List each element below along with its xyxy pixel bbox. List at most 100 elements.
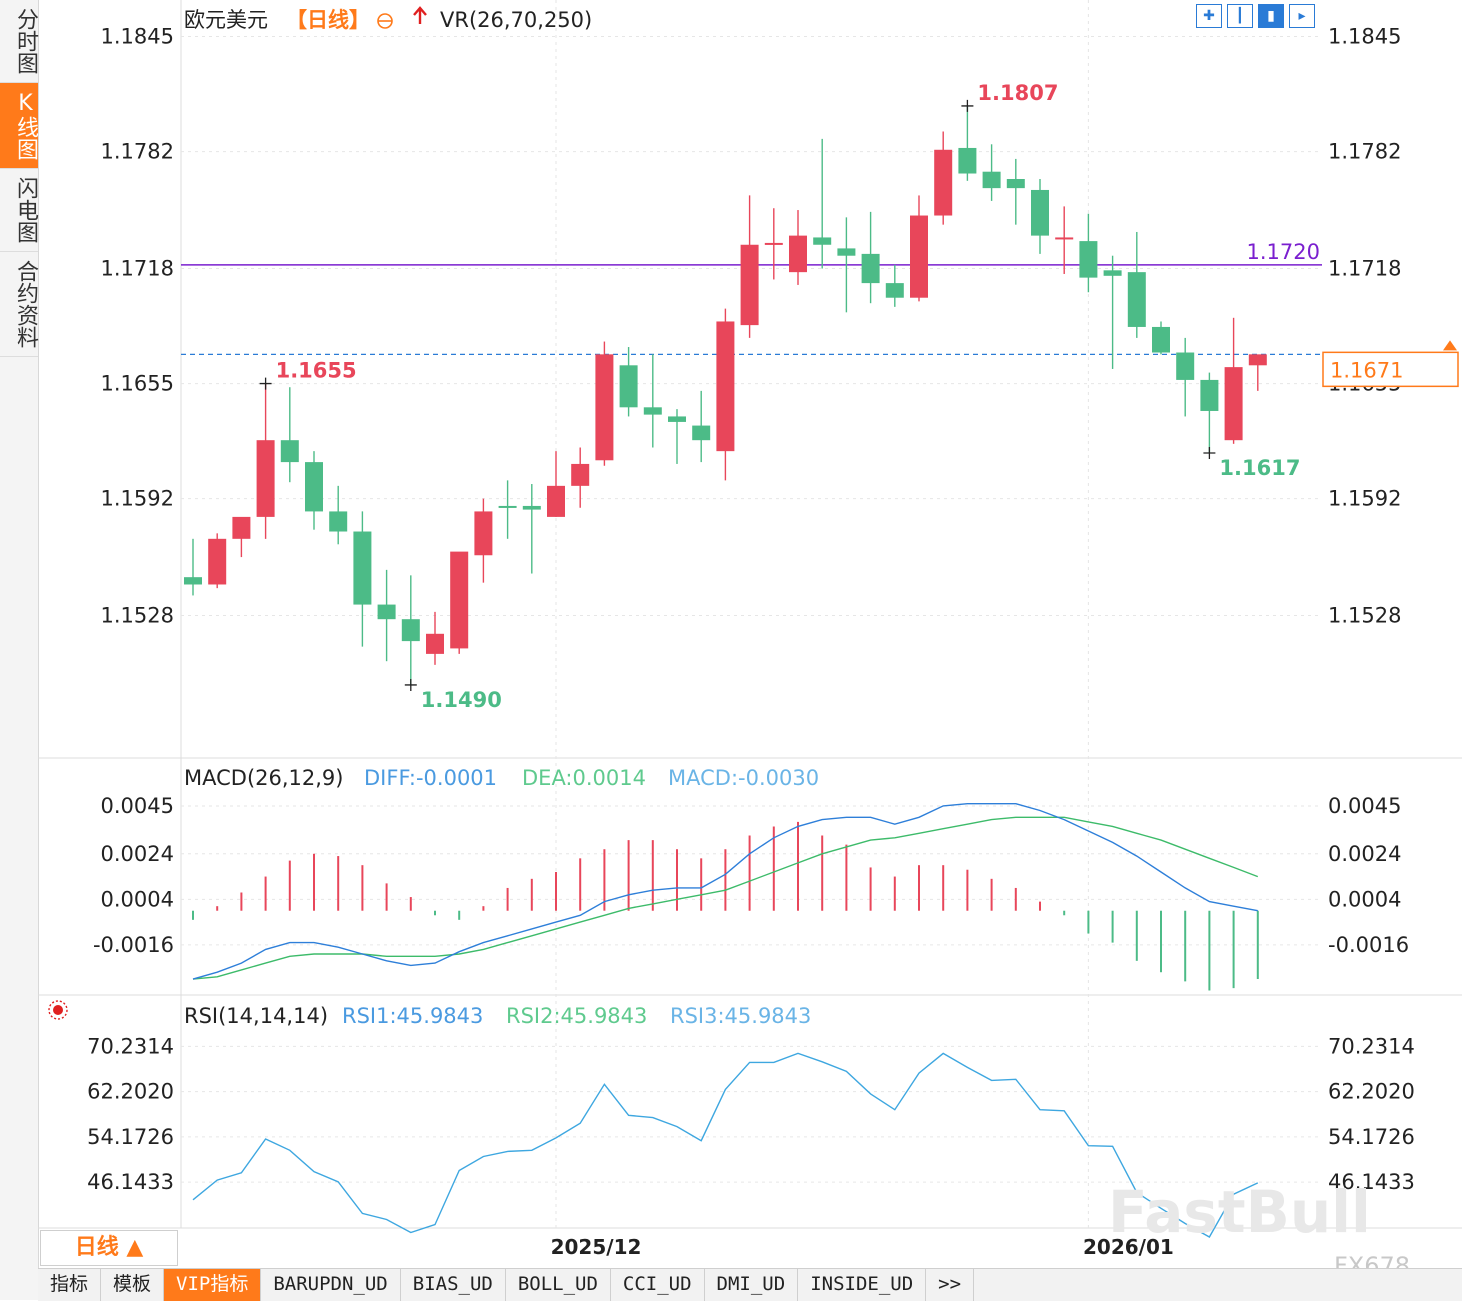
rsi-tick-left: 54.1726 <box>87 1125 174 1149</box>
candle-body <box>450 551 469 649</box>
settings-sun-icon[interactable] <box>48 1000 68 1020</box>
expand-icon[interactable]: ▸ <box>1289 4 1315 28</box>
tab-templates[interactable]: 模板 <box>101 1269 165 1301</box>
candle-body <box>789 235 807 273</box>
candle-body <box>764 242 783 245</box>
macd-tick-left: 0.0045 <box>101 794 174 818</box>
candle-body <box>958 147 977 174</box>
sidebar-item-contract-info[interactable]: 合约资料 <box>0 252 38 357</box>
rsi3-value: RSI3:45.9843 <box>670 1004 811 1028</box>
tab-bias[interactable]: BIAS_UD <box>401 1269 506 1301</box>
symbol-title: 欧元美元 <box>184 8 268 32</box>
price-tick-left: 1.1528 <box>101 604 174 628</box>
grid-layer <box>38 0 1462 1229</box>
candle-body <box>280 440 299 463</box>
price-tick-right: 1.1718 <box>1328 256 1401 280</box>
candle-body <box>1103 270 1122 276</box>
macd-dea-value: DEA:0.0014 <box>522 766 646 790</box>
candle-body <box>1127 272 1146 327</box>
crosshair-toggle-icon[interactable] <box>377 13 393 29</box>
chart-toolbar: ✚ ┃ ▮ ▸ <box>1196 4 1315 28</box>
reference-line-label: 1.1720 <box>1247 240 1320 264</box>
macd-title[interactable]: MACD(26,12,9) <box>184 766 344 790</box>
candle-body <box>353 531 372 605</box>
macd-tick-right: -0.0016 <box>1328 933 1409 957</box>
macd-tick-right: 0.0045 <box>1328 794 1401 818</box>
candle-body <box>1031 189 1049 236</box>
rsi-tick-right: 46.1433 <box>1328 1170 1415 1194</box>
tab-vip-indicators[interactable]: VIP指标 <box>164 1269 262 1301</box>
candle-body <box>401 619 420 642</box>
macd-tick-left: -0.0016 <box>93 933 174 957</box>
candle-body <box>522 505 541 510</box>
candle-body <box>692 425 711 441</box>
candle-body <box>837 248 856 256</box>
tab-inside[interactable]: INSIDE_UD <box>798 1269 927 1301</box>
rsi1-value: RSI1:45.9843 <box>342 1004 483 1028</box>
tab-dmi[interactable]: DMI_UD <box>705 1269 799 1301</box>
candle-body <box>716 321 735 452</box>
candle-body <box>619 365 638 408</box>
candle-body <box>256 440 275 517</box>
rsi2-value: RSI2:45.9843 <box>506 1004 647 1028</box>
tab-cci[interactable]: CCI_UD <box>611 1269 705 1301</box>
price-tick-right: 1.1528 <box>1328 604 1401 628</box>
candle-body <box>861 253 880 284</box>
axis-layer: 1.1845 1.1845 1.1782 1.1782 1.1718 1.1718 1.16… <box>87 25 1459 1259</box>
sidebar-item-kline[interactable]: K线图 <box>0 83 38 169</box>
price-tick-left: 1.1592 <box>101 487 174 511</box>
macd-diff-line <box>192 803 1258 980</box>
period-tag[interactable]: 【日线】 <box>286 8 370 32</box>
extreme-label: 1.1490 <box>421 688 502 712</box>
candle-body <box>1006 178 1025 189</box>
time-tick-label: 2026/01 <box>1083 1235 1174 1259</box>
last-price-label: 1.1671 <box>1330 358 1403 382</box>
rsi-tick-right: 62.2020 <box>1328 1080 1415 1104</box>
extreme-marker <box>961 99 974 112</box>
macd-diff-value: DIFF:-0.0001 <box>364 766 497 790</box>
sidebar-item-intraday[interactable]: 分时图 <box>0 0 38 83</box>
candle-body <box>934 149 953 216</box>
extreme-marker <box>404 678 417 691</box>
arrow-up-icon[interactable] <box>413 6 427 24</box>
grid-icon[interactable]: ✚ <box>1196 4 1222 28</box>
candle-body <box>740 244 759 326</box>
candle-body <box>643 407 662 415</box>
candle-layer: 1.1655 1.1490 1.1807 1.1617 <box>184 81 1300 712</box>
price-tick-left: 1.1655 <box>101 372 174 396</box>
rsi-tick-left: 70.2314 <box>87 1034 174 1058</box>
price-tick-left: 1.1845 <box>101 25 174 49</box>
indicator-tab-bar: 指标 模板 VIP指标 BARUPDN_UD BIAS_UD BOLL_UD C… <box>38 1268 1462 1301</box>
candle-body <box>571 463 590 486</box>
price-tick-left: 1.1782 <box>101 140 174 164</box>
macd-layer <box>192 803 1259 991</box>
candle-body <box>1152 326 1170 353</box>
rsi-tick-right: 54.1726 <box>1328 1125 1415 1149</box>
macd-value: MACD:-0.0030 <box>668 766 819 790</box>
last-price-box <box>1322 351 1459 388</box>
rsi-tick-left: 46.1433 <box>87 1170 174 1194</box>
macd-tick-left: 0.0004 <box>101 887 174 911</box>
candle-body <box>305 462 323 512</box>
sidebar-item-flash[interactable]: 闪电图 <box>0 169 38 252</box>
candle-body <box>668 416 686 422</box>
candle-body <box>208 538 227 585</box>
bar-chart-icon[interactable]: ┃ <box>1227 4 1253 28</box>
watermark-brand: FastBull <box>1108 1178 1371 1246</box>
candle-body <box>1055 237 1074 240</box>
extreme-marker <box>259 377 272 390</box>
tab-boll[interactable]: BOLL_UD <box>506 1269 611 1301</box>
candle-body <box>498 505 517 508</box>
rsi-title[interactable]: RSI(14,14,14) <box>184 1004 328 1028</box>
period-selector[interactable]: 日线 ▲ <box>40 1230 178 1266</box>
candle-chart-icon[interactable]: ▮ <box>1258 4 1284 28</box>
rsi-layer <box>192 1052 1259 1238</box>
overlay-indicator-label[interactable]: VR(26,70,250) <box>440 8 592 32</box>
candle-body <box>232 516 251 539</box>
price-tick-right: 1.1782 <box>1328 140 1401 164</box>
tab-barupdn[interactable]: BARUPDN_UD <box>261 1269 401 1301</box>
tab-indicators[interactable]: 指标 <box>38 1269 102 1301</box>
extreme-label: 1.1617 <box>1219 456 1300 480</box>
tab-more[interactable]: >> <box>926 1269 975 1301</box>
